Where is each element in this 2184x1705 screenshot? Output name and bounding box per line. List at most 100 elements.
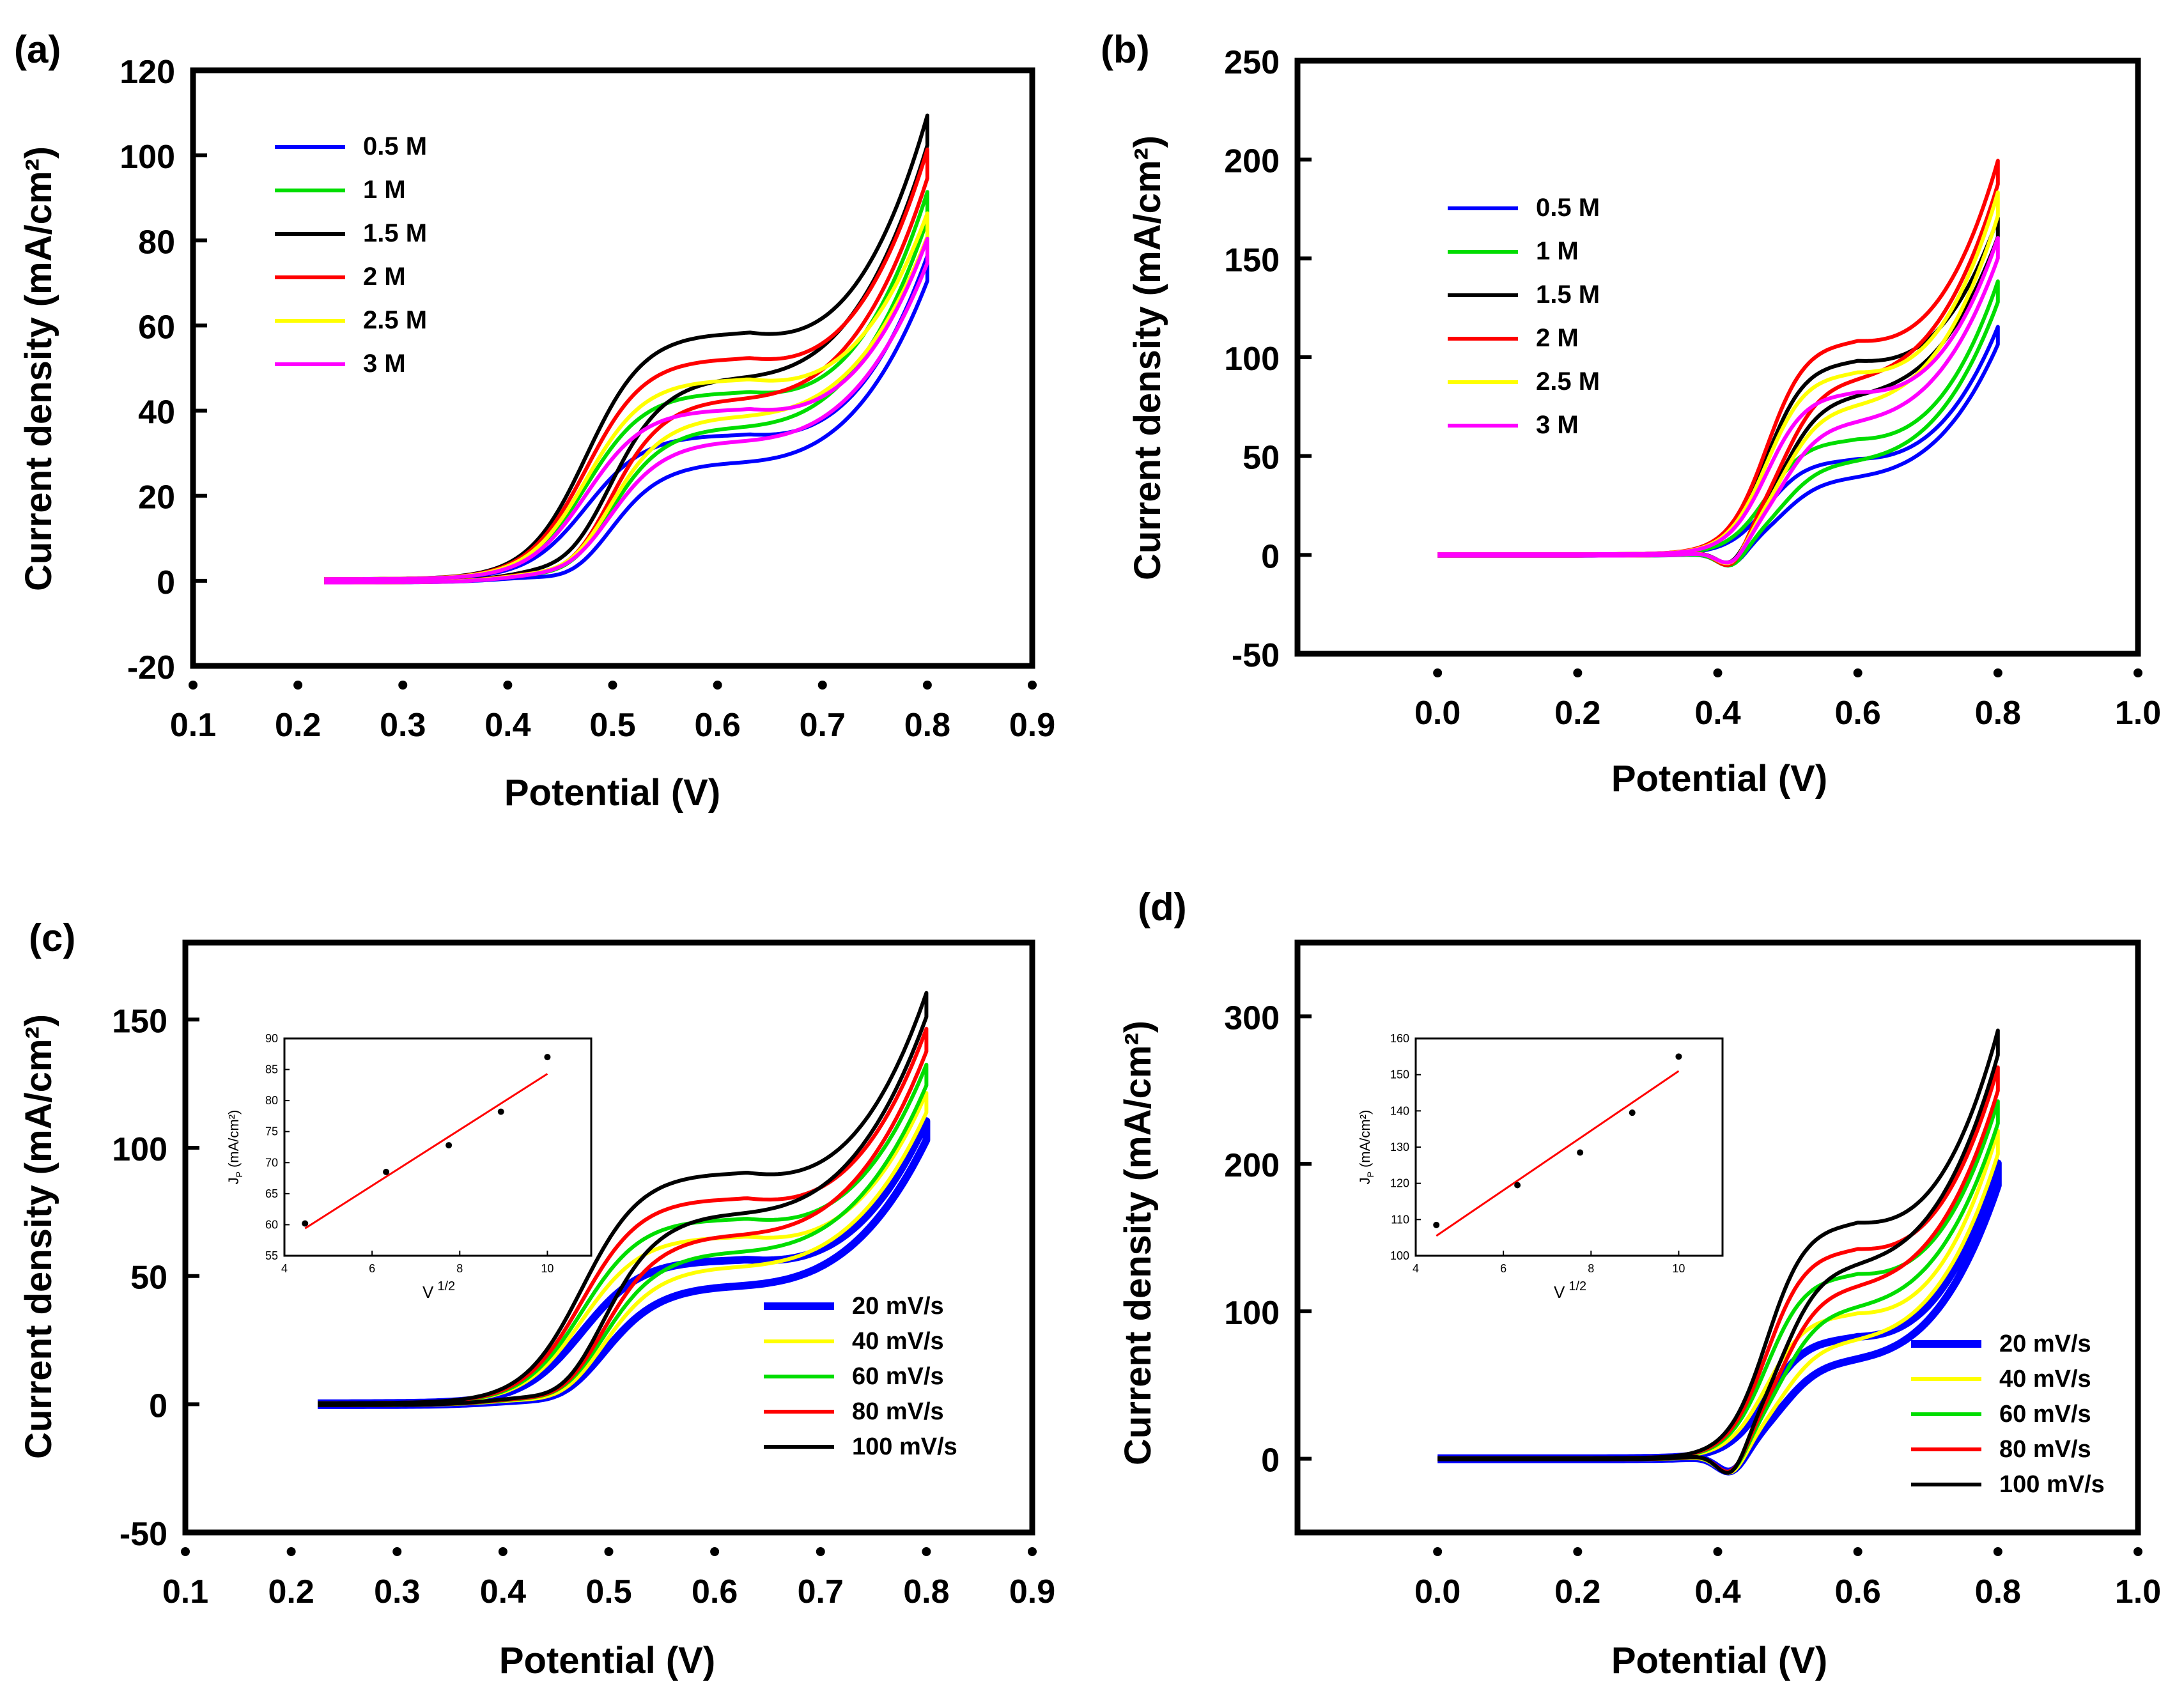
inset-y-tick-label: 90 [265, 1032, 278, 1045]
x-tick [1713, 1547, 1723, 1556]
series-line-0-5-m [1437, 325, 2000, 567]
series-line-1-5-m [324, 113, 929, 585]
y-tick-label: 100 [120, 139, 175, 176]
x-tick [398, 681, 408, 690]
y-tick-label: 300 [1224, 999, 1280, 1037]
legend-label: 1 M [1536, 237, 1579, 265]
inset-y-tick-label: 85 [265, 1063, 278, 1076]
x-tick-label: 0.4 [1694, 1573, 1740, 1610]
legend-label: 100 mV/s [1999, 1471, 2105, 1498]
series-group [1437, 1028, 2002, 1476]
series-line-3-m [1437, 236, 2000, 565]
x-tick [392, 1547, 402, 1556]
legend-label: 1.5 M [1536, 281, 1600, 309]
x-tick-label: 0.6 [1835, 1573, 1881, 1610]
x-tick-label: 0.5 [589, 707, 635, 744]
x-tick [1993, 668, 2002, 677]
x-tick-label: 0.8 [904, 707, 950, 744]
inset-y-tick-label: 55 [265, 1249, 278, 1262]
y-tick-label: 0 [1261, 538, 1280, 575]
y-tick-label: 80 [138, 224, 175, 261]
x-tick-label: 0.1 [162, 1573, 208, 1610]
x-tick [503, 681, 513, 690]
x-tick [608, 681, 617, 690]
x-tick-label: 0.5 [585, 1573, 631, 1610]
inset-y-axis-sub: P [1365, 1171, 1375, 1177]
y-tick-label: 50 [1243, 440, 1280, 477]
y-tick-label: 0 [157, 564, 175, 601]
x-tick [286, 1547, 296, 1556]
x-tick-label: 0.4 [1694, 695, 1740, 732]
x-axis-title: Potential (V) [1611, 758, 1827, 799]
inset-x-axis-sup: 1/2 [437, 1279, 455, 1293]
x-tick-label: 0.2 [275, 707, 321, 744]
series-line-1-5-m [1437, 216, 2000, 565]
x-tick [1028, 1547, 1037, 1556]
x-tick-label: 0.9 [1009, 707, 1055, 744]
y-tick-label: 100 [1224, 1295, 1280, 1332]
legend-label: 2.5 M [363, 306, 427, 334]
series-line-0-5-m [324, 254, 929, 585]
y-tick-label: 150 [1224, 242, 1280, 279]
y-axis-title: Current density (mA/cm²) [18, 1014, 59, 1459]
x-tick [1028, 681, 1037, 690]
inset-y-tick-label: 150 [1390, 1069, 1409, 1081]
x-tick-label: 0.8 [1975, 695, 2021, 732]
series-line-2-5-m [324, 211, 929, 585]
panel-b: (b) -50 0 50 100 150 200 250 0.0 0.2 0.4 0.6 0.8 1.0 P… [1101, 28, 2161, 799]
x-tick [713, 681, 722, 690]
inset-frame [1414, 1037, 1724, 1257]
inset-y-tick-label: 140 [1390, 1104, 1409, 1117]
inset-y-axis-title: JP (mA/cm²) [1357, 1110, 1375, 1185]
inset-x-axis-title: V 1/2 [422, 1279, 455, 1302]
inset-y-axis-sub: P [234, 1171, 244, 1177]
inset-y-axis-main: J [1357, 1177, 1373, 1184]
x-tick-label: 0.2 [1554, 1573, 1600, 1610]
legend: 0.5 M 1 M 1.5 M 2 M 2.5 M 3 M [275, 132, 427, 378]
inset-frame [283, 1037, 592, 1257]
inset-data-point [497, 1108, 504, 1115]
x-tick [1433, 668, 1443, 677]
legend-label: 2 M [1536, 324, 1579, 352]
inset-x-axis-main: V [422, 1283, 434, 1302]
x-tick [1713, 668, 1723, 677]
panel-label: (b) [1101, 28, 1150, 71]
legend-label: 2 M [363, 263, 406, 291]
inset-data-point [544, 1054, 551, 1061]
y-tick-label: 100 [1224, 341, 1280, 378]
inset-fit-line [304, 1073, 548, 1230]
x-tick [1573, 1547, 1583, 1556]
y-tick-label: 200 [1224, 143, 1280, 180]
legend: 20 mV/s 40 mV/s 60 mV/s 80 mV/s 100 mV/s [1911, 1331, 2105, 1498]
inset-y-tick-label: 130 [1390, 1141, 1409, 1153]
x-axis-title: Potential (V) [504, 772, 720, 814]
inset-x-axis-main: V [1554, 1283, 1565, 1302]
inset-y-axis-main: J [226, 1177, 242, 1184]
inset-y-tick-label: 110 [1391, 1213, 1409, 1226]
x-tick-label: 0.2 [268, 1573, 314, 1610]
y-tick-label: 50 [130, 1260, 167, 1297]
x-axis-title: Potential (V) [1611, 1640, 1827, 1681]
y-tick-label: -50 [1232, 637, 1280, 674]
inset-data-point [1675, 1053, 1682, 1060]
x-tick-label: 0.0 [1414, 695, 1460, 732]
inset-y-tick-label: 100 [1390, 1249, 1409, 1262]
plot-frame [1294, 58, 2141, 657]
inset-data-point [1514, 1182, 1521, 1189]
series-line-100-mv-s [318, 991, 929, 1407]
series-group [1437, 158, 2000, 568]
x-tick [604, 1547, 614, 1556]
x-tick [2134, 1547, 2142, 1556]
y-tick-label: -50 [120, 1516, 167, 1553]
x-tick-label: 0.2 [1554, 695, 1600, 732]
inset-data-point [1629, 1109, 1636, 1116]
y-tick-label: 60 [138, 309, 175, 346]
x-tick [817, 681, 827, 690]
series-line-100-mv-s [1437, 1028, 2000, 1475]
x-tick-label: 0.7 [798, 1573, 844, 1610]
inset-y-tick-label: 70 [265, 1156, 278, 1169]
y-tick-label: 0 [1261, 1442, 1280, 1479]
y-axis-title: Current density (mA/cm²) [1117, 1021, 1159, 1465]
x-tick [2134, 668, 2142, 677]
inset-data-point [302, 1220, 309, 1227]
